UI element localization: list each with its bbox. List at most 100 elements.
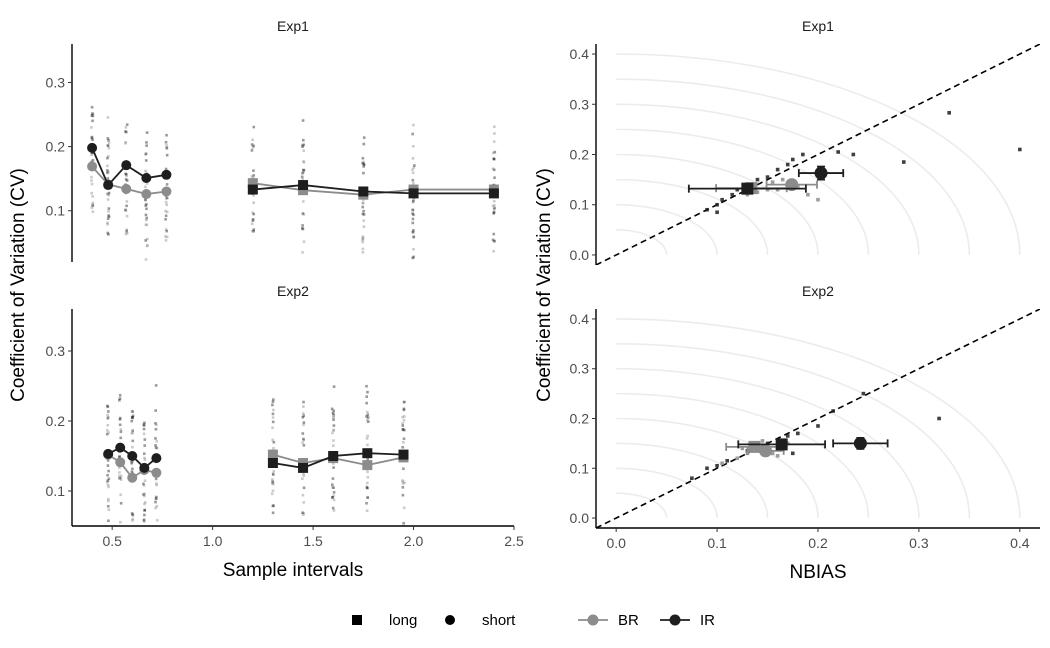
series-point-IR	[161, 169, 172, 180]
individual-point	[131, 410, 135, 413]
individual-point	[271, 489, 275, 493]
individual-point	[91, 112, 94, 115]
individual-point	[107, 146, 111, 150]
series-point-BR	[267, 449, 278, 460]
individual-point	[165, 133, 168, 137]
individual-point	[493, 125, 496, 129]
reference-circle	[616, 467, 718, 519]
individual-point	[401, 493, 405, 497]
individual-point	[402, 437, 406, 441]
y-tick-label: 0.4	[570, 311, 590, 327]
individual-point	[118, 394, 122, 397]
individual-point	[106, 137, 110, 140]
x-tick-label: 1.5	[303, 533, 323, 549]
individual-point	[118, 455, 121, 459]
individual-point	[130, 512, 134, 515]
individual-point	[106, 417, 110, 421]
individual-point	[252, 229, 255, 233]
individual-point	[142, 424, 146, 427]
individual-point	[302, 168, 306, 172]
y-tick-label: 0.4	[570, 46, 590, 62]
individual-point	[365, 437, 369, 440]
individual-point	[107, 141, 111, 145]
individual-point	[91, 114, 95, 118]
individual-point	[107, 191, 111, 195]
individual-point	[332, 415, 335, 418]
individual-point	[361, 247, 365, 251]
series-point-IR	[115, 442, 126, 453]
individual-point	[124, 208, 127, 212]
individual-point	[362, 171, 365, 175]
individual-point	[144, 169, 147, 173]
individual-point	[271, 472, 275, 475]
x-tick-label: 0.2	[808, 535, 828, 551]
individual-point	[252, 144, 255, 148]
individual-point	[124, 126, 128, 129]
individual-point	[107, 410, 110, 413]
series-point-IR	[139, 462, 150, 473]
individual-point	[301, 441, 304, 445]
individual-point	[301, 145, 304, 148]
individual-point	[105, 432, 109, 436]
data-point	[790, 451, 795, 456]
plot-area	[596, 44, 1040, 265]
individual-point	[401, 427, 405, 431]
individual-point	[107, 214, 110, 217]
individual-point	[143, 479, 147, 483]
individual-point	[411, 208, 415, 212]
data-point	[735, 456, 740, 461]
individual-point	[118, 398, 121, 402]
individual-point	[412, 235, 416, 238]
individual-point	[252, 201, 255, 204]
individual-point	[332, 424, 336, 427]
individual-point	[401, 480, 405, 483]
individual-point	[145, 171, 148, 175]
individual-point	[365, 501, 368, 505]
legend-label-IR: IR	[700, 612, 715, 629]
individual-point	[165, 144, 168, 147]
individual-point	[154, 422, 157, 425]
panel-right-top: Exp1 0.0 0.1 0.2 0.3 0.4	[570, 18, 1040, 265]
individual-point	[361, 240, 365, 244]
individual-point	[91, 119, 94, 123]
individual-point	[301, 178, 304, 181]
individual-point	[107, 477, 111, 481]
individual-point	[365, 486, 369, 490]
individual-point	[411, 157, 415, 160]
individual-point	[90, 179, 93, 182]
individual-point	[412, 166, 416, 169]
individual-point	[401, 424, 405, 427]
x-tick-label: 0.0	[606, 535, 626, 551]
individual-point	[366, 457, 370, 461]
individual-point	[250, 222, 254, 226]
individual-point	[124, 172, 127, 176]
individual-point	[365, 509, 369, 513]
individual-point	[165, 229, 169, 233]
individual-point	[142, 452, 146, 455]
individual-point	[90, 136, 94, 140]
individual-point	[492, 211, 496, 215]
individual-point	[302, 160, 306, 164]
individual-point	[91, 151, 94, 155]
individual-point	[412, 255, 415, 259]
individual-point	[142, 423, 146, 426]
individual-point	[302, 400, 305, 404]
individual-point	[411, 208, 415, 212]
individual-point	[301, 224, 304, 227]
individual-point	[271, 478, 274, 481]
individual-point	[107, 233, 110, 236]
individual-point	[492, 232, 496, 236]
individual-point	[362, 142, 366, 146]
individual-point	[106, 483, 110, 487]
individual-point	[301, 227, 305, 231]
individual-point	[143, 502, 146, 506]
individual-point	[401, 479, 404, 482]
individual-point	[401, 415, 404, 419]
individual-point	[91, 112, 95, 116]
individual-point	[301, 432, 305, 435]
individual-point	[332, 385, 336, 388]
data-point	[1018, 147, 1022, 152]
y-tick-label: 0.0	[570, 247, 590, 263]
individual-point	[130, 415, 134, 419]
individual-point	[105, 428, 109, 432]
